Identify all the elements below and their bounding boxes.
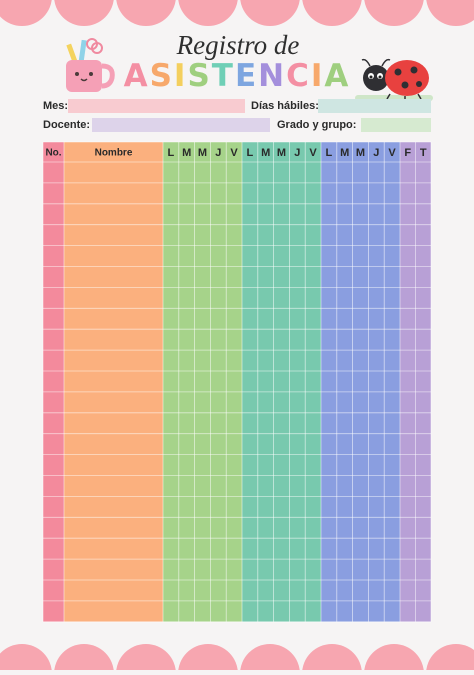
column-fill: [336, 142, 353, 622]
scallop: [116, 644, 176, 675]
column-header: M: [356, 147, 365, 159]
scallop: [240, 0, 300, 26]
field-box: [361, 118, 431, 132]
column-header: J: [294, 147, 300, 159]
column-header: L: [247, 147, 254, 159]
column-header: M: [340, 147, 349, 159]
column-header: M: [261, 147, 270, 159]
column-fill: [305, 142, 321, 622]
scallop: [54, 644, 114, 675]
form-fields: Mes: Días hábiles: Docente: Grado y grupo:: [43, 99, 431, 132]
column-header: M: [198, 147, 207, 159]
column-header: T: [420, 147, 427, 159]
title-letter: A: [124, 58, 150, 94]
field-label: Mes:: [43, 100, 68, 112]
column-fill: [352, 142, 369, 622]
scallop: [178, 644, 238, 675]
scallop: [240, 644, 300, 675]
field-box: [92, 118, 270, 132]
column-fill: [368, 142, 385, 622]
column-header: V: [388, 147, 396, 159]
scallop: [302, 0, 362, 26]
column-fill: [321, 142, 337, 622]
column-fill: [43, 142, 64, 622]
column-header: J: [215, 147, 221, 159]
cup-icon: [66, 38, 115, 92]
scallop: [54, 0, 114, 26]
scallop: [426, 0, 474, 26]
column-fill: [242, 142, 258, 622]
title-letter: I: [174, 58, 188, 94]
column-fill: [178, 142, 195, 622]
ladybug-icon: [355, 58, 433, 101]
scallop: [426, 644, 474, 675]
column-header: M: [277, 147, 286, 159]
title-letter: N: [258, 58, 286, 94]
scallop: [0, 644, 52, 675]
column-header: V: [309, 147, 317, 159]
column-fill: [163, 142, 179, 622]
scallop: [116, 0, 176, 26]
scallop: [302, 644, 362, 675]
column-header: J: [373, 147, 379, 159]
title-letter: E: [235, 58, 258, 94]
attendance-table: No. Nombre L M M J V L M M J V L M M J V F T: [42, 141, 432, 623]
scallop: [364, 0, 424, 26]
column-header: F: [404, 147, 411, 159]
title-letter: I: [311, 58, 325, 94]
column-fill: [257, 142, 274, 622]
title-line-2: ASISTENCIA: [124, 58, 351, 94]
title-letter: S: [187, 58, 211, 94]
column-fill: [384, 142, 400, 622]
title-letter: T: [212, 58, 235, 94]
column-header: L: [326, 147, 333, 159]
column-header: L: [168, 147, 175, 159]
column-fill: [226, 142, 242, 622]
field-label: Grado y grupo:: [277, 119, 356, 131]
field-box: [68, 99, 245, 113]
column-fill: [210, 142, 227, 622]
column-fill: [64, 142, 163, 622]
field-box: [318, 99, 431, 113]
scallop: [178, 0, 238, 26]
column-fill: [415, 142, 431, 622]
column-header: Nombre: [95, 148, 133, 159]
column-fill: [194, 142, 211, 622]
title-letter: C: [286, 58, 311, 94]
field-label: Días hábiles:: [251, 100, 319, 112]
column-header: V: [230, 147, 238, 159]
title-letter: S: [150, 58, 174, 94]
column-fill: [289, 142, 306, 622]
field-label: Docente:: [43, 119, 90, 131]
title-letter: A: [324, 58, 350, 94]
scallop: [0, 0, 52, 26]
column-header: M: [182, 147, 191, 159]
scallop: [364, 644, 424, 675]
column-header: No.: [45, 148, 61, 159]
column-fill: [400, 142, 416, 622]
title-line-1: Registro de: [176, 30, 300, 60]
column-fill: [273, 142, 290, 622]
